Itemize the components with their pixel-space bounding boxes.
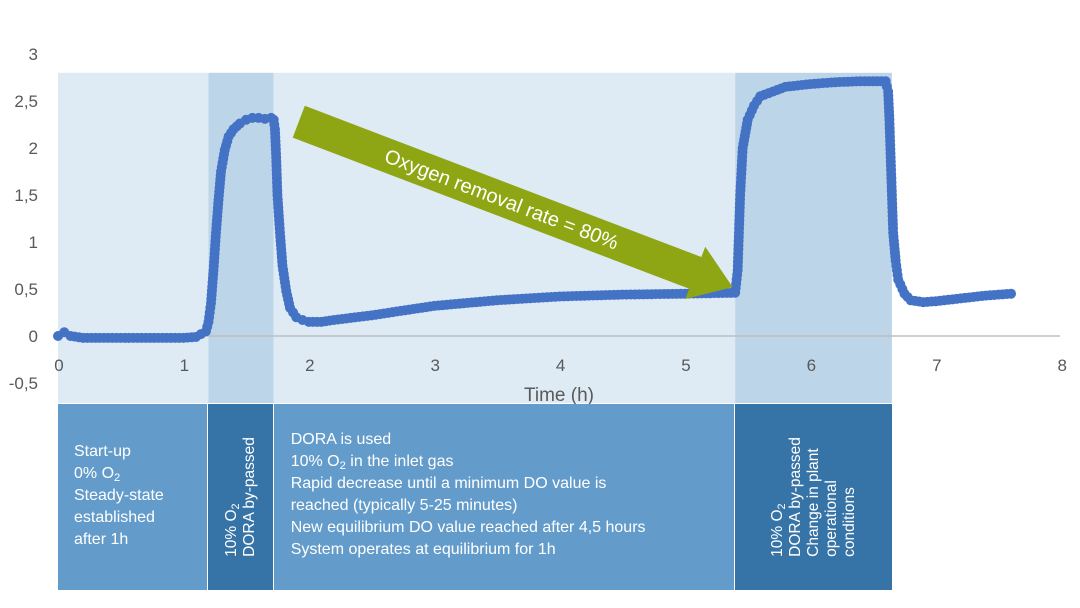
phase-panel-1: Start-up 0% O2 Steady-state established afte… [58,404,208,590]
phase-panel-2: 10% O2 DORA by-passed [208,404,273,590]
y-tick-label: -0,5 [9,374,38,393]
x-axis-label: Time (h) [524,385,594,406]
axis-ticks: -0,5 0 0,5 1 1,5 2 2,5 3 0 1 2 3 4 5 6 7 8 [9,45,1067,393]
y-tick-label: 2 [29,139,38,158]
panel-vertical-text: 10% O2 DORA by-passed Change in plant opera… [769,437,859,557]
panel-line: 10% O2 [222,503,242,557]
panel-line: Start-up [74,443,131,460]
y-tick-label: 1 [29,233,38,252]
panel-line: Steady-state [74,487,164,504]
y-tick-label: 0 [29,327,38,346]
panel-line: System operates at equilibrium for 1h [290,541,556,558]
shaded-regions [58,72,892,404]
panel-line: 0% O2 [74,465,121,484]
y-tick-label: 3 [29,45,38,64]
x-tick-label: 4 [556,356,565,375]
y-tick-label: 0,5 [14,280,38,299]
panel-vertical-text: 10% O2 DORA by-passed [223,437,259,557]
phase-panel-4: 10% O2 DORA by-passed Change in plant opera… [735,404,892,590]
panel-line: 10% O2 in the inlet gas [290,453,454,472]
panel-line: DORA by-passed [240,437,258,557]
y-tick-label: 1,5 [14,186,38,205]
panel-line: after 1h [74,531,129,548]
x-tick-label: 8 [1057,356,1066,375]
y-tick-label: 2,5 [14,92,38,111]
panel-line: Rapid decrease until a minimum DO value … [290,475,607,492]
panel-line: established [74,509,155,526]
panel-line: reached (typically 5-25 minutes) [290,497,518,514]
x-tick-label: 5 [681,356,690,375]
arrow-shape [292,105,733,300]
x-tick-label: 2 [305,356,314,375]
shaded-region-1 [58,72,209,404]
shaded-region-4 [735,72,892,404]
x-tick-label: 1 [180,356,189,375]
x-tick-label: 3 [430,356,439,375]
panel-line: Change in plant [804,448,822,557]
data-points [53,76,1017,343]
x-tick-label: 6 [807,356,816,375]
x-tick-label: 7 [932,356,941,375]
panel-line: conditions [840,487,858,557]
panel-line: New equilibrium DO value reached after 4… [290,519,646,536]
phase-panel-3: DORA is used 10% O2 in the inlet gas Rapid… [273,404,735,590]
panel-line: 10% O2 [768,503,788,557]
panel-line: operational [822,480,840,557]
data-point [1006,288,1017,299]
x-tick-label: 0 [54,356,63,375]
panel-line: DORA by-passed [786,437,804,557]
panel-line: DORA is used [290,431,392,448]
